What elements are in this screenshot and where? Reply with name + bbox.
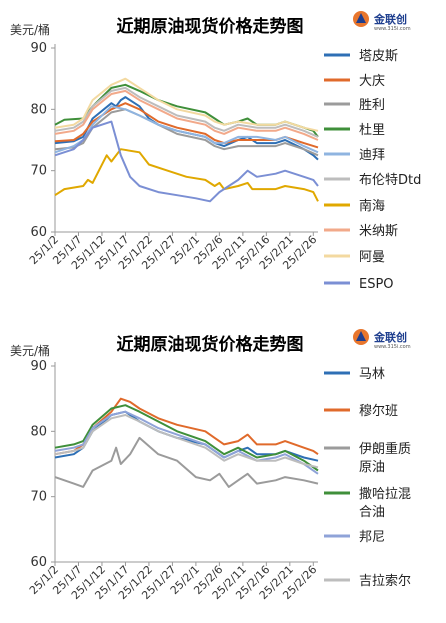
y-tick-label: 80 (30, 424, 47, 439)
y-tick-label: 80 (30, 102, 47, 117)
legend-label-line: 合油 (359, 505, 385, 520)
legend-label: 杜里 (359, 123, 385, 138)
legend-label: 穆尔班 (359, 404, 398, 419)
chart-title: 近期原油现货价格走势图 (117, 334, 304, 355)
logo-name: 金联创 (373, 12, 407, 26)
y-tick-label: 60 (30, 225, 47, 240)
y-tick-label: 90 (30, 359, 47, 374)
legend-label-line: 撒哈拉混 (359, 486, 411, 502)
y-axis-unit: 美元/桶 (10, 22, 50, 37)
legend-label-line: 原油 (359, 460, 385, 475)
logo: 金联创 www.315i.com (353, 11, 411, 32)
series-line-5 (54, 414, 319, 469)
y-tick-label: 70 (30, 490, 47, 505)
series-line-0 (54, 96, 319, 161)
logo-name: 金联创 (373, 330, 407, 344)
logo-icon-mark (356, 331, 366, 341)
crude-price-chart-2: 近期原油现货价格走势图 美元/桶 金联创 www.315i.com 60 70 80… (10, 329, 411, 602)
logo-url: www.315i.com (374, 26, 411, 32)
plot-area: 6070809025/1/225/1/725/1/1225/1/1725/1/2… (27, 359, 320, 602)
crude-price-chart-1: 近期原油现货价格走势图 美元/桶 金联创 www.315i.com 60 70 80… (10, 11, 421, 292)
legend-label: 马林 (359, 367, 385, 382)
logo-icon-mark (356, 13, 366, 23)
y-tick-label: 90 (30, 41, 47, 56)
series-line-5 (54, 86, 319, 138)
series-line-4 (54, 105, 319, 154)
logo-url: www.315i.com (374, 344, 411, 350)
legend-label: 胜利 (359, 98, 385, 113)
y-tick-label: 60 (30, 555, 47, 570)
plot-area: 6070809025/1/225/1/725/1/1225/1/1725/1/2… (27, 41, 320, 272)
series-line-6 (54, 148, 319, 202)
legend-label: 伊朗重质原油 (359, 441, 411, 475)
y-tick-label: 70 (30, 164, 47, 179)
legend-label: 南海 (359, 198, 385, 214)
series-line-3 (54, 404, 319, 472)
series-line-4 (54, 410, 319, 475)
legend-label: 吉拉索尔 (359, 574, 411, 589)
legend-label: 米纳斯 (359, 224, 398, 239)
legend-label: 邦尼 (359, 530, 385, 545)
series-line-7 (54, 89, 319, 141)
legend-label: 布伦特Dtd (359, 173, 421, 188)
legend-label: 阿曼 (359, 250, 385, 265)
series-line-2 (54, 436, 319, 488)
legend-label: 塔皮斯 (359, 49, 398, 64)
legend-label: 撒哈拉混合油 (359, 486, 411, 520)
series-line-8 (54, 77, 319, 132)
y-axis-unit: 美元/桶 (10, 343, 50, 358)
logo: 金联创 www.315i.com (353, 329, 411, 350)
legend-label: ESPO (359, 277, 394, 292)
legend-label-line: 伊朗重质 (359, 441, 411, 457)
series-line-9 (54, 120, 319, 203)
legend-label: 大庆 (359, 74, 385, 89)
legend-label: 迪拜 (359, 148, 385, 163)
chart-title: 近期原油现货价格走势图 (117, 16, 304, 37)
